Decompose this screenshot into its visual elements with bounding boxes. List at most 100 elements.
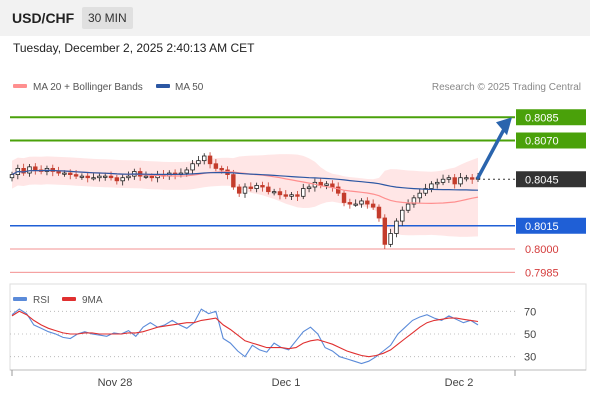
candle-bull: [405, 203, 411, 211]
candle-bear: [149, 175, 155, 179]
candle-bear: [295, 194, 300, 197]
candle-bear: [341, 192, 347, 203]
candle-bear: [213, 163, 219, 169]
resistance-level-label: 0.8085: [525, 112, 559, 124]
candle-bear: [370, 203, 376, 208]
forecast-arrow-shaft: [476, 127, 506, 180]
legend-ma50-label: MA 50: [175, 82, 204, 93]
candle-bear: [266, 186, 271, 193]
candle-bull: [394, 220, 399, 234]
candle-bull: [423, 188, 428, 194]
candle-bear: [236, 186, 242, 194]
candle-bull: [359, 200, 364, 205]
candle-bull: [62, 172, 67, 175]
candle-bear: [248, 186, 254, 189]
candle-bear: [277, 191, 283, 196]
candle-bull: [324, 183, 329, 186]
symbol-label: USD/CHF: [12, 10, 75, 26]
forecast-arrow-head: [496, 117, 512, 136]
legend-ma20-label: MA 20 + Bollinger Bands: [33, 82, 143, 93]
candle-bear: [382, 217, 388, 245]
candle-bull: [458, 177, 463, 185]
candle-bear: [108, 175, 114, 179]
legend-rsi-swatch: [13, 297, 27, 301]
candle-bull: [91, 177, 96, 180]
candle-bull: [400, 209, 405, 222]
resistance-level-box: [516, 109, 586, 126]
last-level-box: [516, 171, 586, 188]
candle-bull: [242, 186, 248, 194]
candle-bull: [388, 233, 393, 245]
candle-bear: [73, 174, 79, 177]
candle-bull: [464, 177, 469, 180]
legend-9ma-swatch: [62, 297, 76, 301]
candle-bull: [446, 177, 452, 180]
candle-bull: [202, 155, 207, 162]
pivot-level-box: [516, 217, 586, 234]
moving-averages: [11, 117, 512, 205]
ma50-line: [11, 169, 479, 191]
rsi-tick-label: 30: [524, 352, 536, 364]
candle-bear: [21, 167, 26, 174]
support-level-label: 0.7985: [525, 267, 559, 279]
candle-bull: [289, 194, 294, 197]
credit-label: Research © 2025 Trading Central: [432, 82, 581, 93]
candle-bull: [353, 203, 358, 206]
candle-bull: [102, 175, 108, 178]
candle-bull: [27, 166, 32, 174]
candle-bear: [330, 183, 335, 188]
candle-bull: [120, 177, 125, 182]
candle-bear: [365, 200, 370, 205]
timestamp-label: Tuesday, December 2, 2025 2:40:13 AM CET: [13, 41, 255, 55]
x-tick-label: Dec 1: [272, 377, 301, 389]
legend-ma50-swatch: [156, 84, 170, 88]
rsi-panel: 70 50 30: [10, 306, 536, 365]
candle-bear: [207, 155, 213, 165]
candle-bear: [469, 177, 475, 180]
candle-bear: [335, 186, 341, 194]
resistance-level-label: 0.8070: [525, 136, 559, 148]
legend-rsi-label: RSI: [33, 295, 50, 306]
candle-bear: [231, 174, 236, 188]
candle-bull: [411, 197, 417, 205]
candle-bull: [301, 188, 306, 197]
rsi-ma-line: [11, 310, 479, 358]
rsi-tick-label: 70: [524, 306, 536, 318]
rsi-tick-label: 50: [524, 329, 536, 341]
candle-bull: [254, 185, 259, 189]
candle-bull: [184, 169, 189, 174]
candle-bull: [440, 178, 446, 183]
x-tick-label: Nov 28: [98, 377, 133, 389]
header-bar: USD/CHF 30 MIN: [0, 0, 590, 36]
candle-bear: [56, 171, 61, 174]
candle-bull: [97, 175, 102, 179]
timeframe-button[interactable]: 30 MIN: [82, 7, 133, 29]
candle-bull: [271, 191, 277, 194]
candle-bull: [143, 175, 149, 178]
pivot-level-label: 0.8015: [525, 221, 559, 233]
candle-bull: [417, 192, 422, 199]
candle-bear: [114, 177, 120, 182]
candle-bull: [190, 163, 195, 171]
candle-bull: [126, 175, 131, 179]
candle-bull: [79, 175, 85, 178]
candle-bear: [347, 202, 353, 205]
level-labels: 0.8085 0.8070 0.8045 0.8015 0.8000 0.7985: [516, 109, 586, 279]
candle-bull: [435, 181, 440, 185]
candle-bear: [68, 172, 73, 176]
candle-bear: [33, 166, 38, 171]
candle-bull: [306, 186, 312, 189]
legend-ma20-swatch: [13, 84, 27, 88]
candle-bear: [260, 185, 265, 188]
candle-bull: [9, 174, 15, 179]
candle-bear: [283, 194, 288, 197]
resistance-level-box: [516, 132, 586, 149]
support-level-label: 0.8000: [525, 244, 559, 256]
candle-bear: [452, 177, 457, 185]
candle-bear: [376, 206, 382, 219]
last-level-label: 0.8045: [525, 174, 559, 186]
legend-9ma-label: 9MA: [82, 295, 103, 306]
key-levels: [10, 116, 515, 273]
